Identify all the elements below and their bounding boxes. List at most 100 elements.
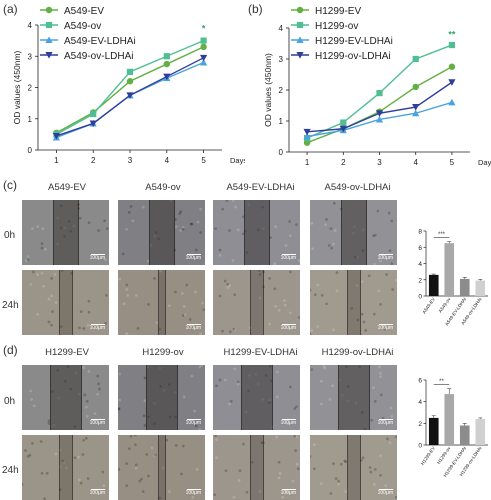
data-point	[303, 132, 311, 140]
y-axis-label: OD values (450nm)	[263, 53, 273, 127]
data-point	[376, 90, 383, 97]
scale-bar	[379, 419, 393, 420]
wound-gap	[241, 365, 273, 430]
micrograph-image: 100μm	[213, 435, 300, 500]
column-header: H1299-ov	[142, 347, 184, 358]
data-point	[126, 78, 134, 85]
legend-entry: A549-EV-LDHAi	[64, 36, 136, 47]
x-tick-label: 5	[201, 156, 206, 165]
micrograph-image: 100μm	[118, 435, 205, 500]
bar	[444, 394, 455, 445]
wound-gap	[149, 200, 175, 265]
y-axis-label: OD values (450nm)	[12, 50, 22, 124]
y-tick-label: 1	[28, 115, 33, 124]
scale-bar-label: 100μm	[280, 490, 296, 496]
wound-gap	[338, 365, 370, 430]
bar	[444, 243, 455, 296]
scale-bar	[187, 254, 201, 255]
data-point	[163, 73, 171, 81]
scale-bar	[91, 419, 105, 420]
wound-gap	[250, 270, 264, 335]
data-point	[375, 115, 384, 123]
x-tick-label: 5	[450, 158, 455, 167]
wound-gap	[59, 270, 73, 335]
significance-mark: **	[439, 379, 444, 385]
scale-bar	[187, 489, 201, 490]
scale-bar-label: 100μm	[377, 490, 393, 496]
scale-bar-label: 100μm	[89, 255, 105, 261]
legend-entry: H1299-ov	[315, 21, 358, 32]
wound-gap	[347, 435, 361, 500]
row-label-24h: 24h	[2, 300, 19, 311]
y-tick-label: 3	[279, 55, 284, 64]
x-tick-label: 4	[413, 158, 418, 167]
row-label-0h: 0h	[4, 396, 16, 407]
data-point	[45, 52, 53, 59]
significance-mark: ***	[438, 232, 446, 238]
column-header: H1299-EV-LDHAi	[223, 347, 298, 358]
data-point	[412, 55, 419, 63]
wound-gap	[250, 435, 264, 500]
wound-grid-d: H1299-EV H1299-ov H1299-EV-LDHAi H1299-o…	[0, 341, 410, 500]
column-header: H1299-ov-LDHAi	[321, 347, 394, 358]
bar	[428, 274, 439, 296]
data-point	[45, 21, 53, 29]
y-tick-label: 4	[279, 24, 284, 33]
data-point	[45, 36, 53, 43]
y-tick-label: 2	[418, 421, 422, 428]
scale-bar	[187, 419, 201, 420]
significance-mark: **	[448, 29, 456, 39]
y-tick-label: 2	[279, 86, 284, 95]
data-point	[126, 68, 134, 75]
y-tick-label: 6	[418, 245, 422, 252]
y-tick-label: 6	[418, 378, 422, 385]
scale-bar-label: 100μm	[185, 255, 201, 261]
scale-bar	[282, 419, 296, 420]
scale-bar-label: 100μm	[377, 325, 393, 331]
data-point	[163, 60, 170, 68]
x-axis-label: Days	[478, 158, 491, 167]
y-tick-label: 0	[28, 146, 33, 155]
y-tick-label: 0	[418, 443, 422, 450]
scale-bar	[187, 324, 201, 325]
x-tick-label: 2	[341, 158, 346, 167]
data-point	[45, 6, 53, 14]
scale-bar-label: 100μm	[185, 420, 201, 426]
x-tick-label: 1	[305, 158, 310, 167]
y-tick-label: 8	[418, 229, 422, 236]
row-label-0h: 0h	[4, 230, 16, 241]
legend-entry: A549-ov-LDHAi	[64, 51, 133, 62]
panel-label-b: (b)	[248, 2, 263, 16]
y-tick-label: 3	[28, 52, 33, 61]
wound-gap	[244, 200, 270, 265]
y-tick-label: 1	[279, 117, 284, 126]
column-header: A549-ov-LDHAi	[324, 182, 391, 193]
column-header: A549-ov	[145, 182, 181, 193]
panel-label-d: (d)	[3, 343, 18, 357]
micrograph-image: 100μm	[22, 200, 109, 265]
data-point	[200, 37, 207, 44]
data-point	[296, 52, 304, 59]
scale-bar	[379, 489, 393, 490]
column-header: H1299-EV	[45, 347, 89, 358]
data-point	[448, 63, 456, 70]
micrograph-image: 100μm	[310, 365, 397, 430]
x-tick-label: 1	[54, 156, 59, 165]
scale-bar-label: 100μm	[280, 420, 296, 426]
bar	[475, 280, 486, 296]
scale-bar	[379, 324, 393, 325]
data-point	[200, 43, 207, 51]
micrograph-image: 100μm	[310, 200, 397, 265]
bar	[459, 278, 470, 296]
scale-bar-label: 100μm	[185, 325, 201, 331]
scale-bar-label: 100μm	[280, 255, 296, 261]
data-point	[52, 132, 60, 140]
scale-bar-label: 100μm	[89, 490, 105, 496]
y-tick-label: 0	[418, 294, 422, 301]
series-line	[306, 66, 453, 144]
scale-bar-label: 100μm	[89, 325, 105, 331]
category-label: A549-EV	[421, 296, 436, 315]
wound-gap	[146, 365, 178, 430]
row-label-24h: 24h	[2, 465, 19, 476]
